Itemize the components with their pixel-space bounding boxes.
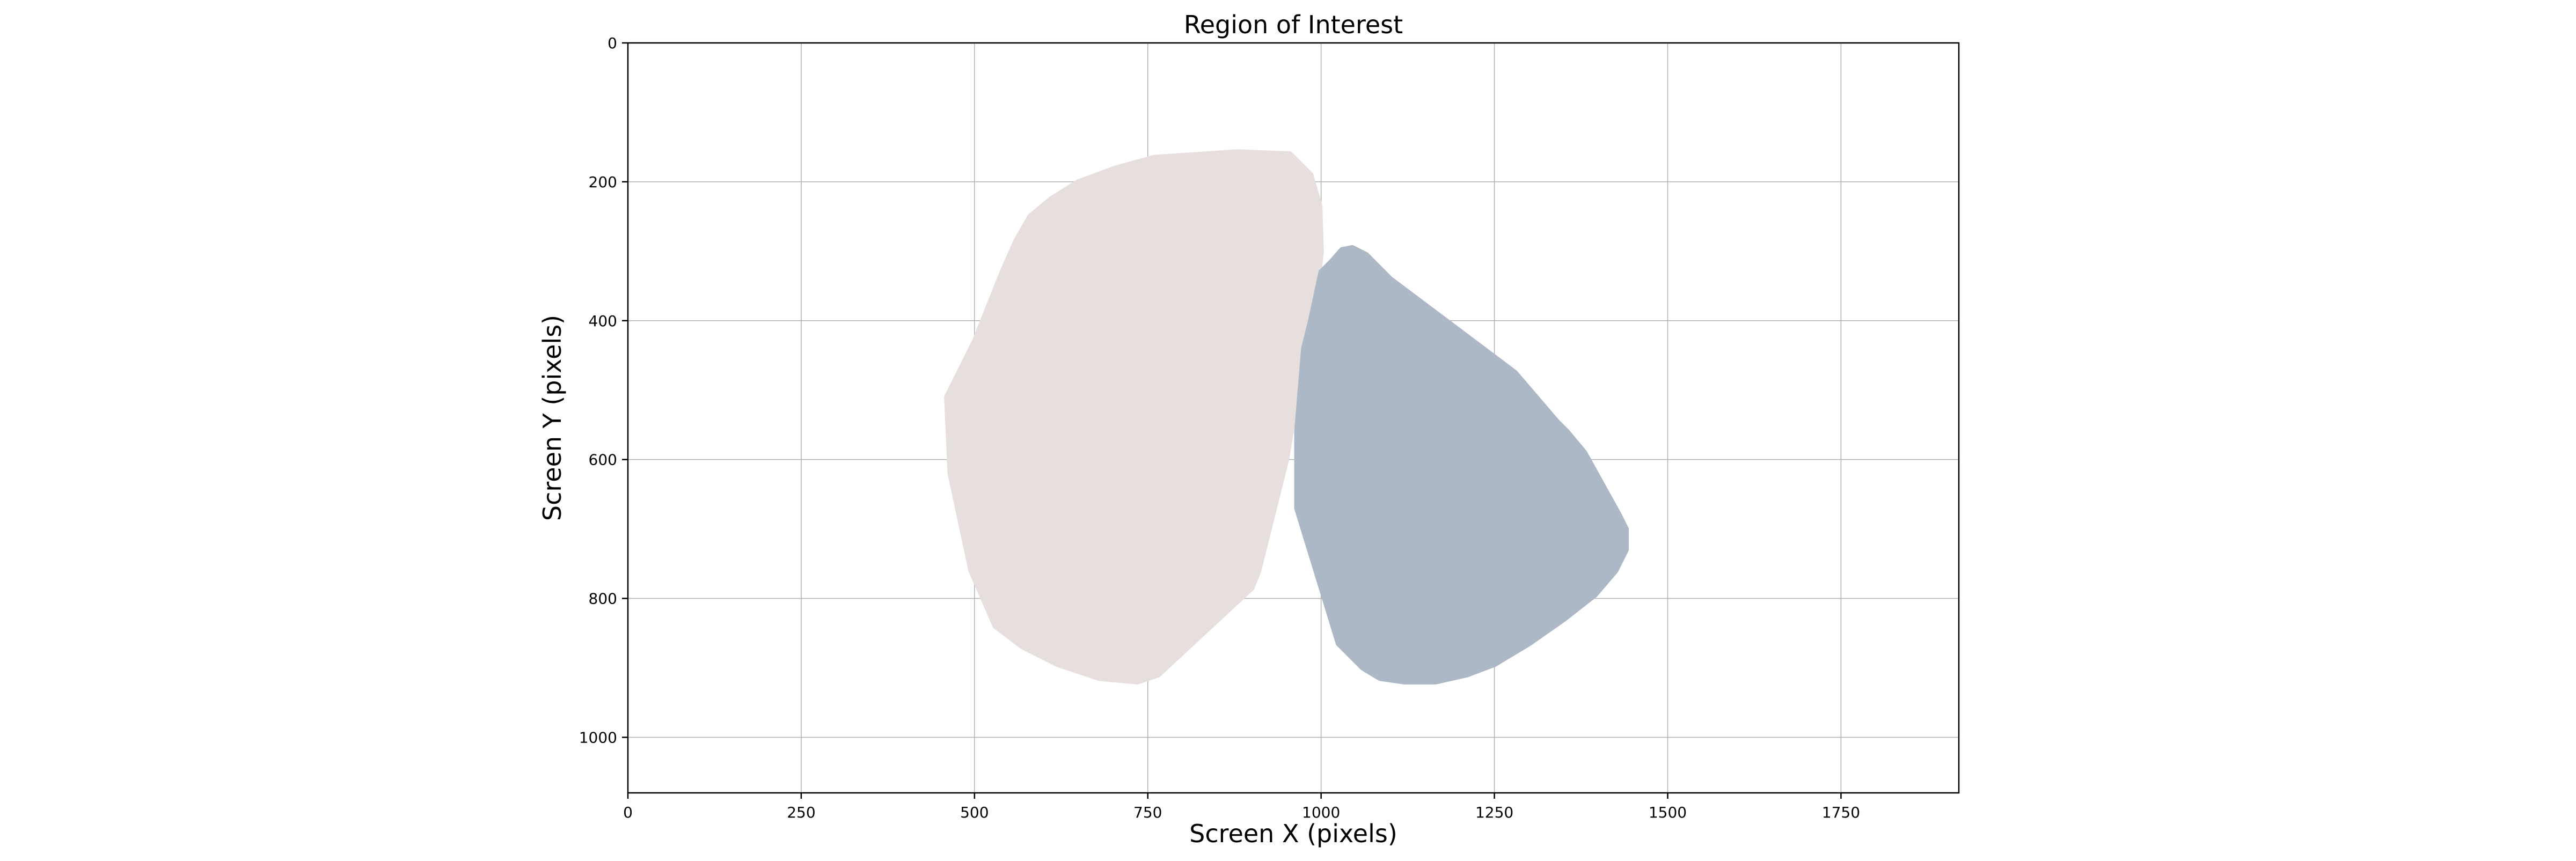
region-polygon-right: [1294, 245, 1629, 685]
region-polygons: [944, 149, 1629, 685]
x-tick-label: 0: [623, 804, 633, 821]
chart-title: Region of Interest: [1184, 10, 1403, 39]
x-tick-label: 250: [787, 804, 815, 821]
x-tick-label: 500: [960, 804, 989, 821]
plot-frame: [627, 42, 1960, 794]
x-axis-label: Screen X (pixels): [1189, 819, 1397, 848]
y-axis-label: Screen Y (pixels): [538, 315, 567, 521]
y-tick-label: 1000: [579, 728, 617, 746]
axis-ticks: 0 250 500 750 1000 1250 1500 1750 0 200 400 600 800 1…: [579, 34, 1860, 821]
y-tick-label: 200: [589, 173, 617, 191]
x-tick-label: 750: [1133, 804, 1162, 821]
x-tick-label: 1750: [1822, 804, 1860, 821]
y-tick-label: 600: [589, 451, 617, 469]
x-tick-label: 1000: [1302, 804, 1340, 821]
y-tick-label: 800: [589, 590, 617, 608]
x-tick-label: 1500: [1649, 804, 1687, 821]
y-tick-label: 400: [589, 312, 617, 330]
x-tick-label: 1250: [1475, 804, 1513, 821]
y-tick-label: 0: [608, 34, 617, 52]
